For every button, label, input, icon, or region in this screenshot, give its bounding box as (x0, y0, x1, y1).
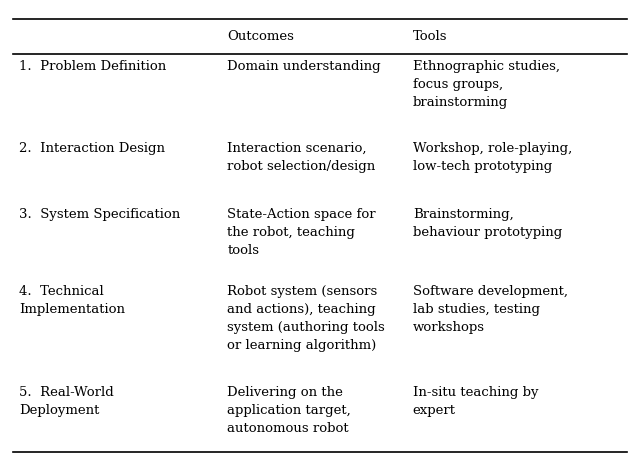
Text: Robot system (sensors
and actions), teaching
system (authoring tools
or learning: Robot system (sensors and actions), teac… (227, 285, 385, 352)
Text: Workshop, role-playing,
low-tech prototyping: Workshop, role-playing, low-tech prototy… (413, 142, 572, 173)
Text: Brainstorming,
behaviour prototyping: Brainstorming, behaviour prototyping (413, 208, 562, 240)
Text: 4.  Technical
Implementation: 4. Technical Implementation (19, 285, 125, 316)
Text: 3.  System Specification: 3. System Specification (19, 208, 180, 221)
Text: Tools: Tools (413, 30, 447, 42)
Text: Delivering on the
application target,
autonomous robot: Delivering on the application target, au… (227, 386, 351, 435)
Text: In-situ teaching by
expert: In-situ teaching by expert (413, 386, 538, 418)
Text: Domain understanding: Domain understanding (227, 60, 381, 73)
Text: 2.  Interaction Design: 2. Interaction Design (19, 142, 165, 155)
Text: Interaction scenario,
robot selection/design: Interaction scenario, robot selection/de… (227, 142, 376, 173)
Text: 5.  Real-World
Deployment: 5. Real-World Deployment (19, 386, 114, 418)
Text: Ethnographic studies,
focus groups,
brainstorming: Ethnographic studies, focus groups, brai… (413, 60, 560, 109)
Text: State-Action space for
the robot, teaching
tools: State-Action space for the robot, teachi… (227, 208, 376, 257)
Text: 1.  Problem Definition: 1. Problem Definition (19, 60, 166, 73)
Text: Outcomes: Outcomes (227, 30, 294, 42)
Text: Software development,
lab studies, testing
workshops: Software development, lab studies, testi… (413, 285, 568, 335)
